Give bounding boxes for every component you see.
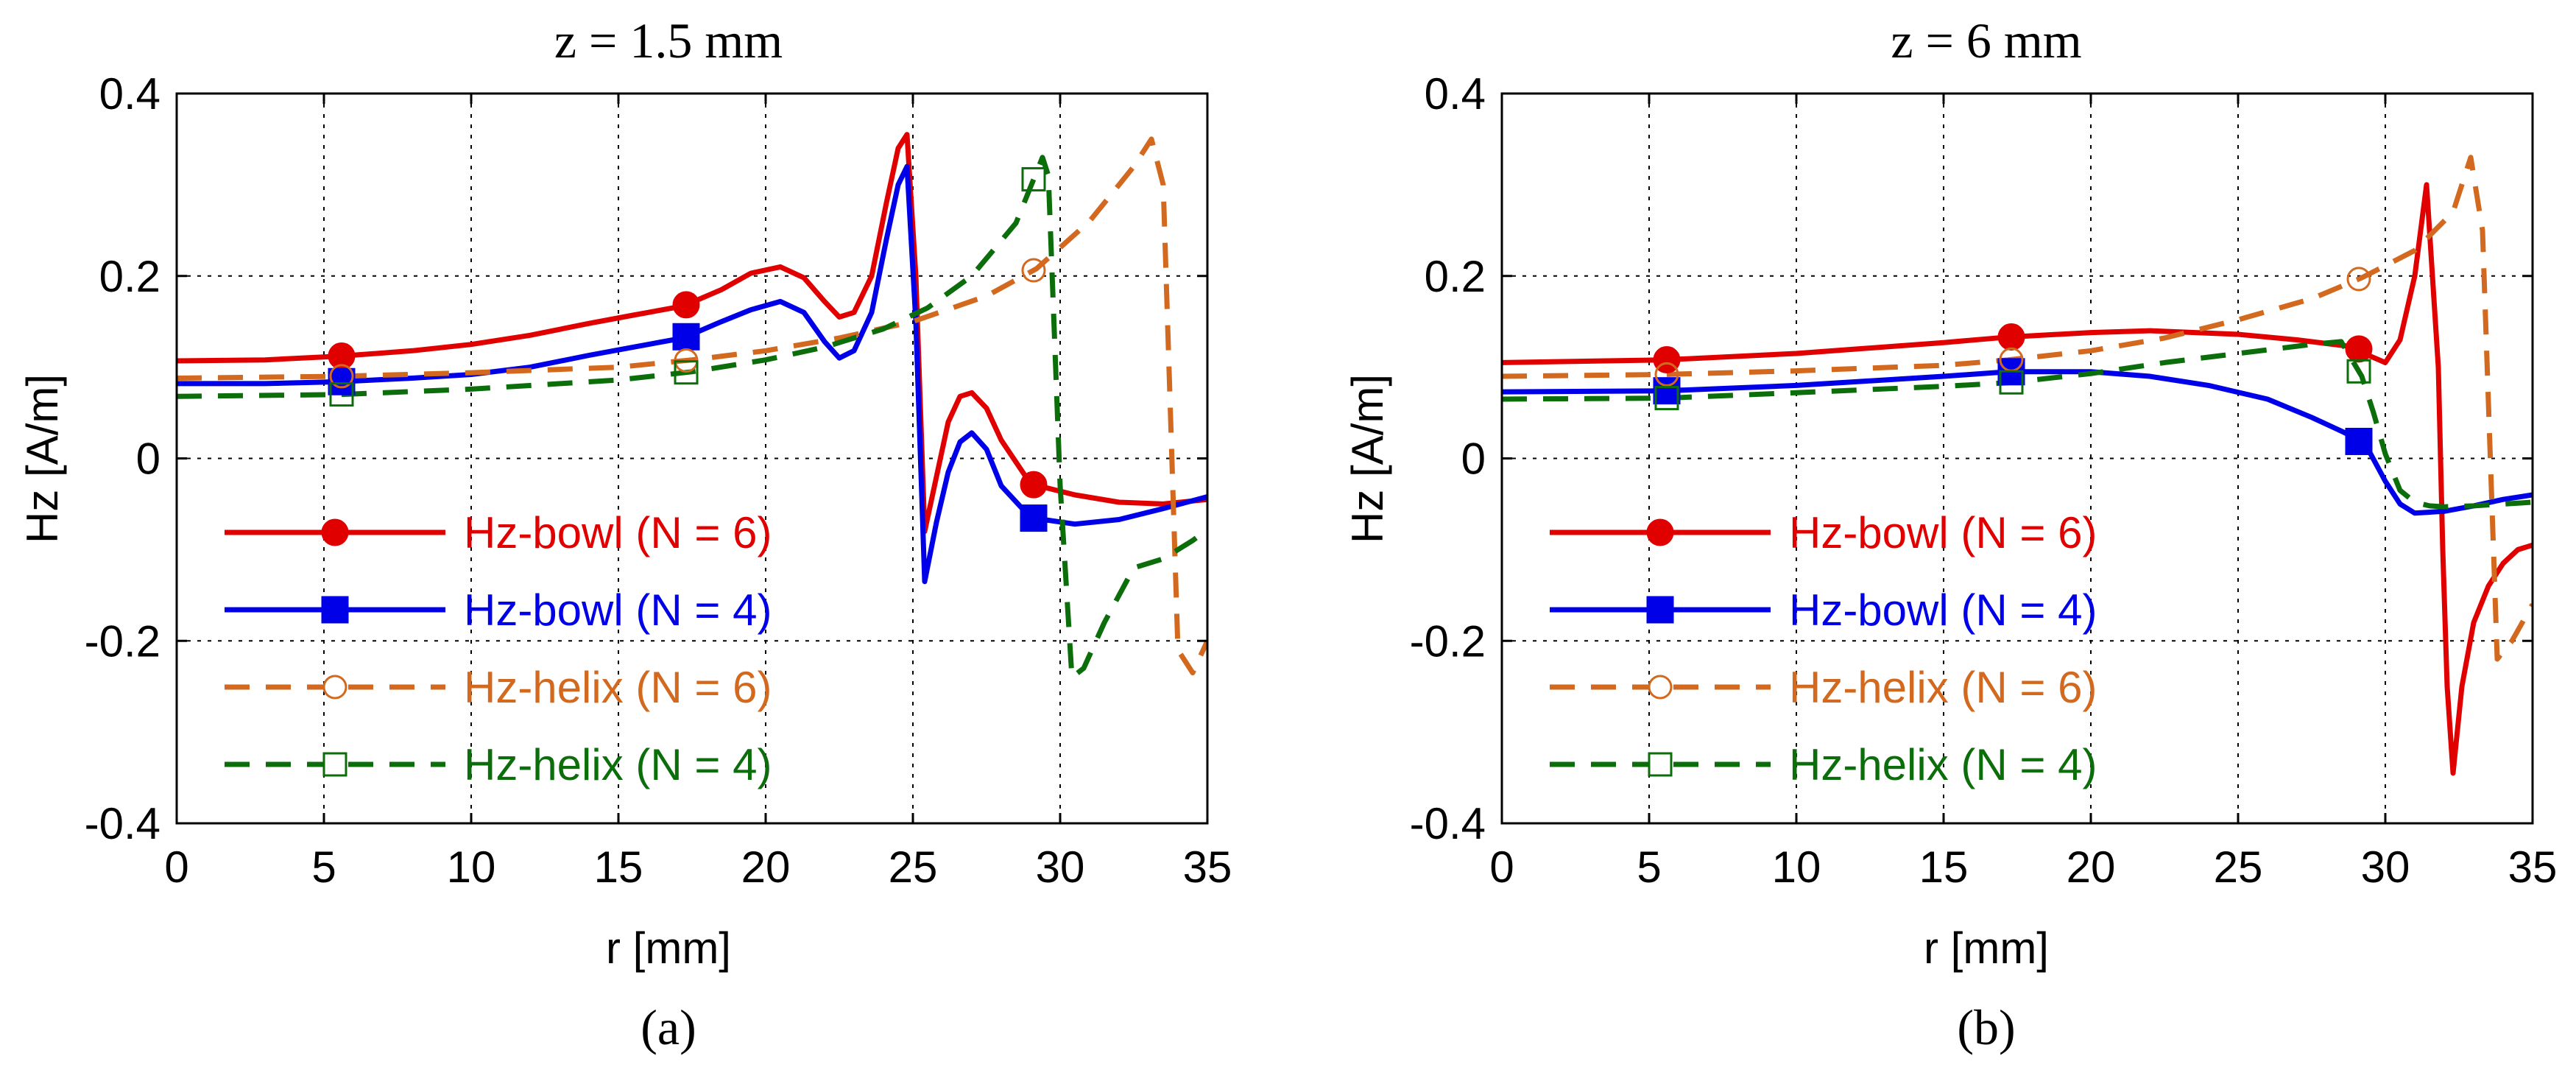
data-point-marker	[672, 291, 700, 319]
data-point-marker	[1021, 258, 1046, 283]
series-line-4	[177, 155, 1207, 680]
series-line-2	[177, 163, 1207, 585]
legend: Hz-bowl (N = 6) Hz-bowl (N = 4) Hz-helix (…	[225, 508, 772, 789]
x-axis-label: r [mm]	[1924, 923, 2049, 973]
data-point-marker	[2346, 267, 2371, 292]
data-point-marker	[1020, 471, 1048, 499]
chart-caption: (a)	[641, 999, 696, 1055]
x-tick-label: 0	[164, 842, 188, 892]
x-tick-label: 35	[1183, 842, 1232, 892]
data-point-marker	[1999, 370, 2024, 395]
legend-marker-4	[322, 752, 347, 777]
series-line-2	[1502, 369, 2533, 516]
data-point-marker	[672, 323, 700, 351]
x-tick-label: 5	[311, 842, 336, 892]
legend: Hz-bowl (N = 6) Hz-bowl (N = 4) Hz-helix (…	[1550, 508, 2097, 789]
chart-panel-b: z = 6 mm (b) r [mm] Hz [A/m] 0 5 10 15 20 25 3…	[1343, 13, 2557, 1055]
x-tick-label: 30	[1036, 842, 1085, 892]
x-tick-label: 15	[594, 842, 643, 892]
legend-marker-1	[321, 518, 349, 546]
x-tick-label: 35	[2508, 842, 2558, 892]
data-point-marker	[2346, 359, 2371, 384]
data-point-marker	[1997, 323, 2025, 351]
plot-area	[177, 94, 1207, 823]
x-tick-label: 20	[2067, 842, 2116, 892]
data-layer	[1502, 155, 2533, 776]
data-point-marker	[328, 367, 356, 395]
x-tick-label: 30	[2361, 842, 2410, 892]
series-line-4	[1502, 339, 2533, 510]
legend-entry-3: Hz-helix (N = 6)	[1789, 663, 2097, 712]
chart-caption: (b)	[1957, 999, 2015, 1055]
chart-title: z = 6 mm	[1891, 13, 2081, 68]
legend-marker-3	[1648, 675, 1673, 700]
x-tick-label: 25	[889, 842, 938, 892]
legend-entry-1: Hz-bowl (N = 6)	[1789, 508, 2097, 557]
data-point-marker	[1654, 386, 1679, 411]
legend-entry-4: Hz-helix (N = 4)	[1789, 740, 2097, 789]
x-axis-label: r [mm]	[606, 923, 731, 973]
y-tick-label: -0.2	[1410, 616, 1486, 666]
legend-entry-3: Hz-helix (N = 6)	[464, 663, 772, 712]
y-axis-label: Hz [A/m]	[1343, 374, 1392, 543]
data-point-marker	[329, 382, 354, 407]
data-point-marker	[2345, 427, 2373, 455]
x-tick-label: 20	[741, 842, 791, 892]
legend-entry-2: Hz-bowl (N = 4)	[1789, 585, 2097, 635]
data-point-marker	[1654, 362, 1679, 387]
y-tick-label: 0	[1461, 434, 1486, 484]
x-tick-label: 25	[2214, 842, 2263, 892]
x-tick-label: 10	[447, 842, 496, 892]
data-point-marker	[1020, 504, 1048, 532]
legend-entry-1: Hz-bowl (N = 6)	[464, 508, 772, 557]
y-axis-label: Hz [A/m]	[18, 374, 67, 543]
y-tick-label: -0.4	[85, 799, 160, 848]
y-tick-label: 0.2	[1425, 252, 1486, 301]
y-tick-label: 0.4	[1425, 69, 1486, 119]
data-point-marker	[674, 360, 699, 385]
legend-marker-3	[322, 675, 347, 700]
legend-marker-1	[1646, 518, 1674, 546]
series-line-3	[177, 136, 1207, 676]
x-tick-label: 15	[1919, 842, 1969, 892]
data-layer	[177, 132, 1207, 680]
x-tick-label: 0	[1489, 842, 1514, 892]
legend-marker-2	[1646, 596, 1674, 624]
legend-entry-2: Hz-bowl (N = 4)	[464, 585, 772, 635]
y-tick-label: 0.2	[99, 252, 160, 301]
y-tick-label: 0	[136, 434, 160, 484]
legend-marker-4	[1648, 752, 1673, 777]
legend-entry-4: Hz-helix (N = 4)	[464, 740, 772, 789]
y-tick-label: 0.4	[99, 69, 160, 119]
y-tick-label: -0.4	[1410, 799, 1486, 848]
legend-marker-2	[321, 596, 349, 624]
chart-panel-a: z = 1.5 mm (a) r [mm] Hz [A/m] 0 5 10 15 20 2…	[18, 13, 1232, 1055]
series-line-1	[177, 132, 1207, 535]
data-point-marker	[2345, 335, 2373, 363]
series-line-3	[1502, 155, 2533, 662]
plot-area	[1502, 94, 2533, 823]
y-tick-label: -0.2	[85, 616, 160, 666]
chart-title: z = 1.5 mm	[554, 13, 783, 68]
x-tick-label: 10	[1772, 842, 1821, 892]
data-point-marker	[1021, 166, 1046, 191]
data-point-marker	[329, 364, 354, 389]
x-tick-label: 5	[1637, 842, 1661, 892]
